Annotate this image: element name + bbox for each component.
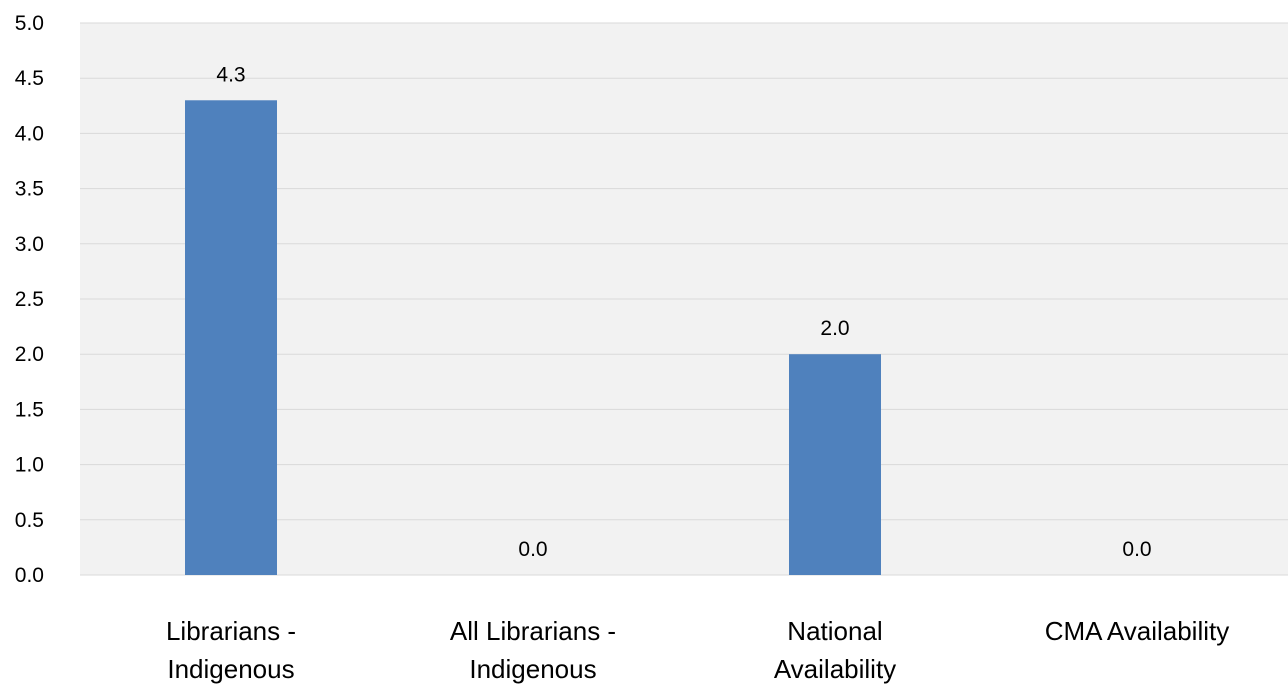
bar (789, 354, 881, 575)
data-label: 4.3 (216, 63, 245, 86)
y-tick-label: 5.0 (15, 12, 44, 35)
data-label: 0.0 (518, 538, 547, 561)
x-category-label: All Librarians - (450, 616, 616, 646)
x-category-label: National (787, 616, 882, 646)
y-tick-label: 3.5 (15, 178, 44, 201)
y-tick-label: 4.5 (15, 67, 44, 90)
x-category-label: Librarians - (166, 616, 296, 646)
x-category-label: CMA Availability (1045, 616, 1230, 646)
data-label: 2.0 (820, 317, 849, 340)
x-category-label: Availability (774, 654, 896, 684)
data-labels: 4.3 0.0 2.0 0.0 (216, 63, 1151, 561)
y-tick-label: 2.0 (15, 343, 44, 366)
y-tick-label: 3.0 (15, 233, 44, 256)
y-axis-ticks: 0.0 0.5 1.0 1.5 2.0 2.5 3.0 3.5 4.0 4.5 5.0 (15, 12, 44, 587)
gridlines (80, 22, 1288, 576)
y-tick-label: 1.5 (15, 398, 44, 421)
bars (185, 100, 881, 575)
bar (185, 100, 277, 575)
x-category-label: Indigenous (167, 654, 294, 684)
y-tick-label: 0.5 (15, 509, 44, 532)
x-axis-categories: Librarians - Indigenous All Librarians - In… (166, 616, 1229, 684)
y-tick-label: 0.0 (15, 564, 44, 587)
y-tick-label: 4.0 (15, 122, 44, 145)
y-tick-label: 2.5 (15, 288, 44, 311)
data-label: 0.0 (1122, 538, 1151, 561)
y-tick-label: 1.0 (15, 454, 44, 477)
x-category-label: Indigenous (469, 654, 596, 684)
